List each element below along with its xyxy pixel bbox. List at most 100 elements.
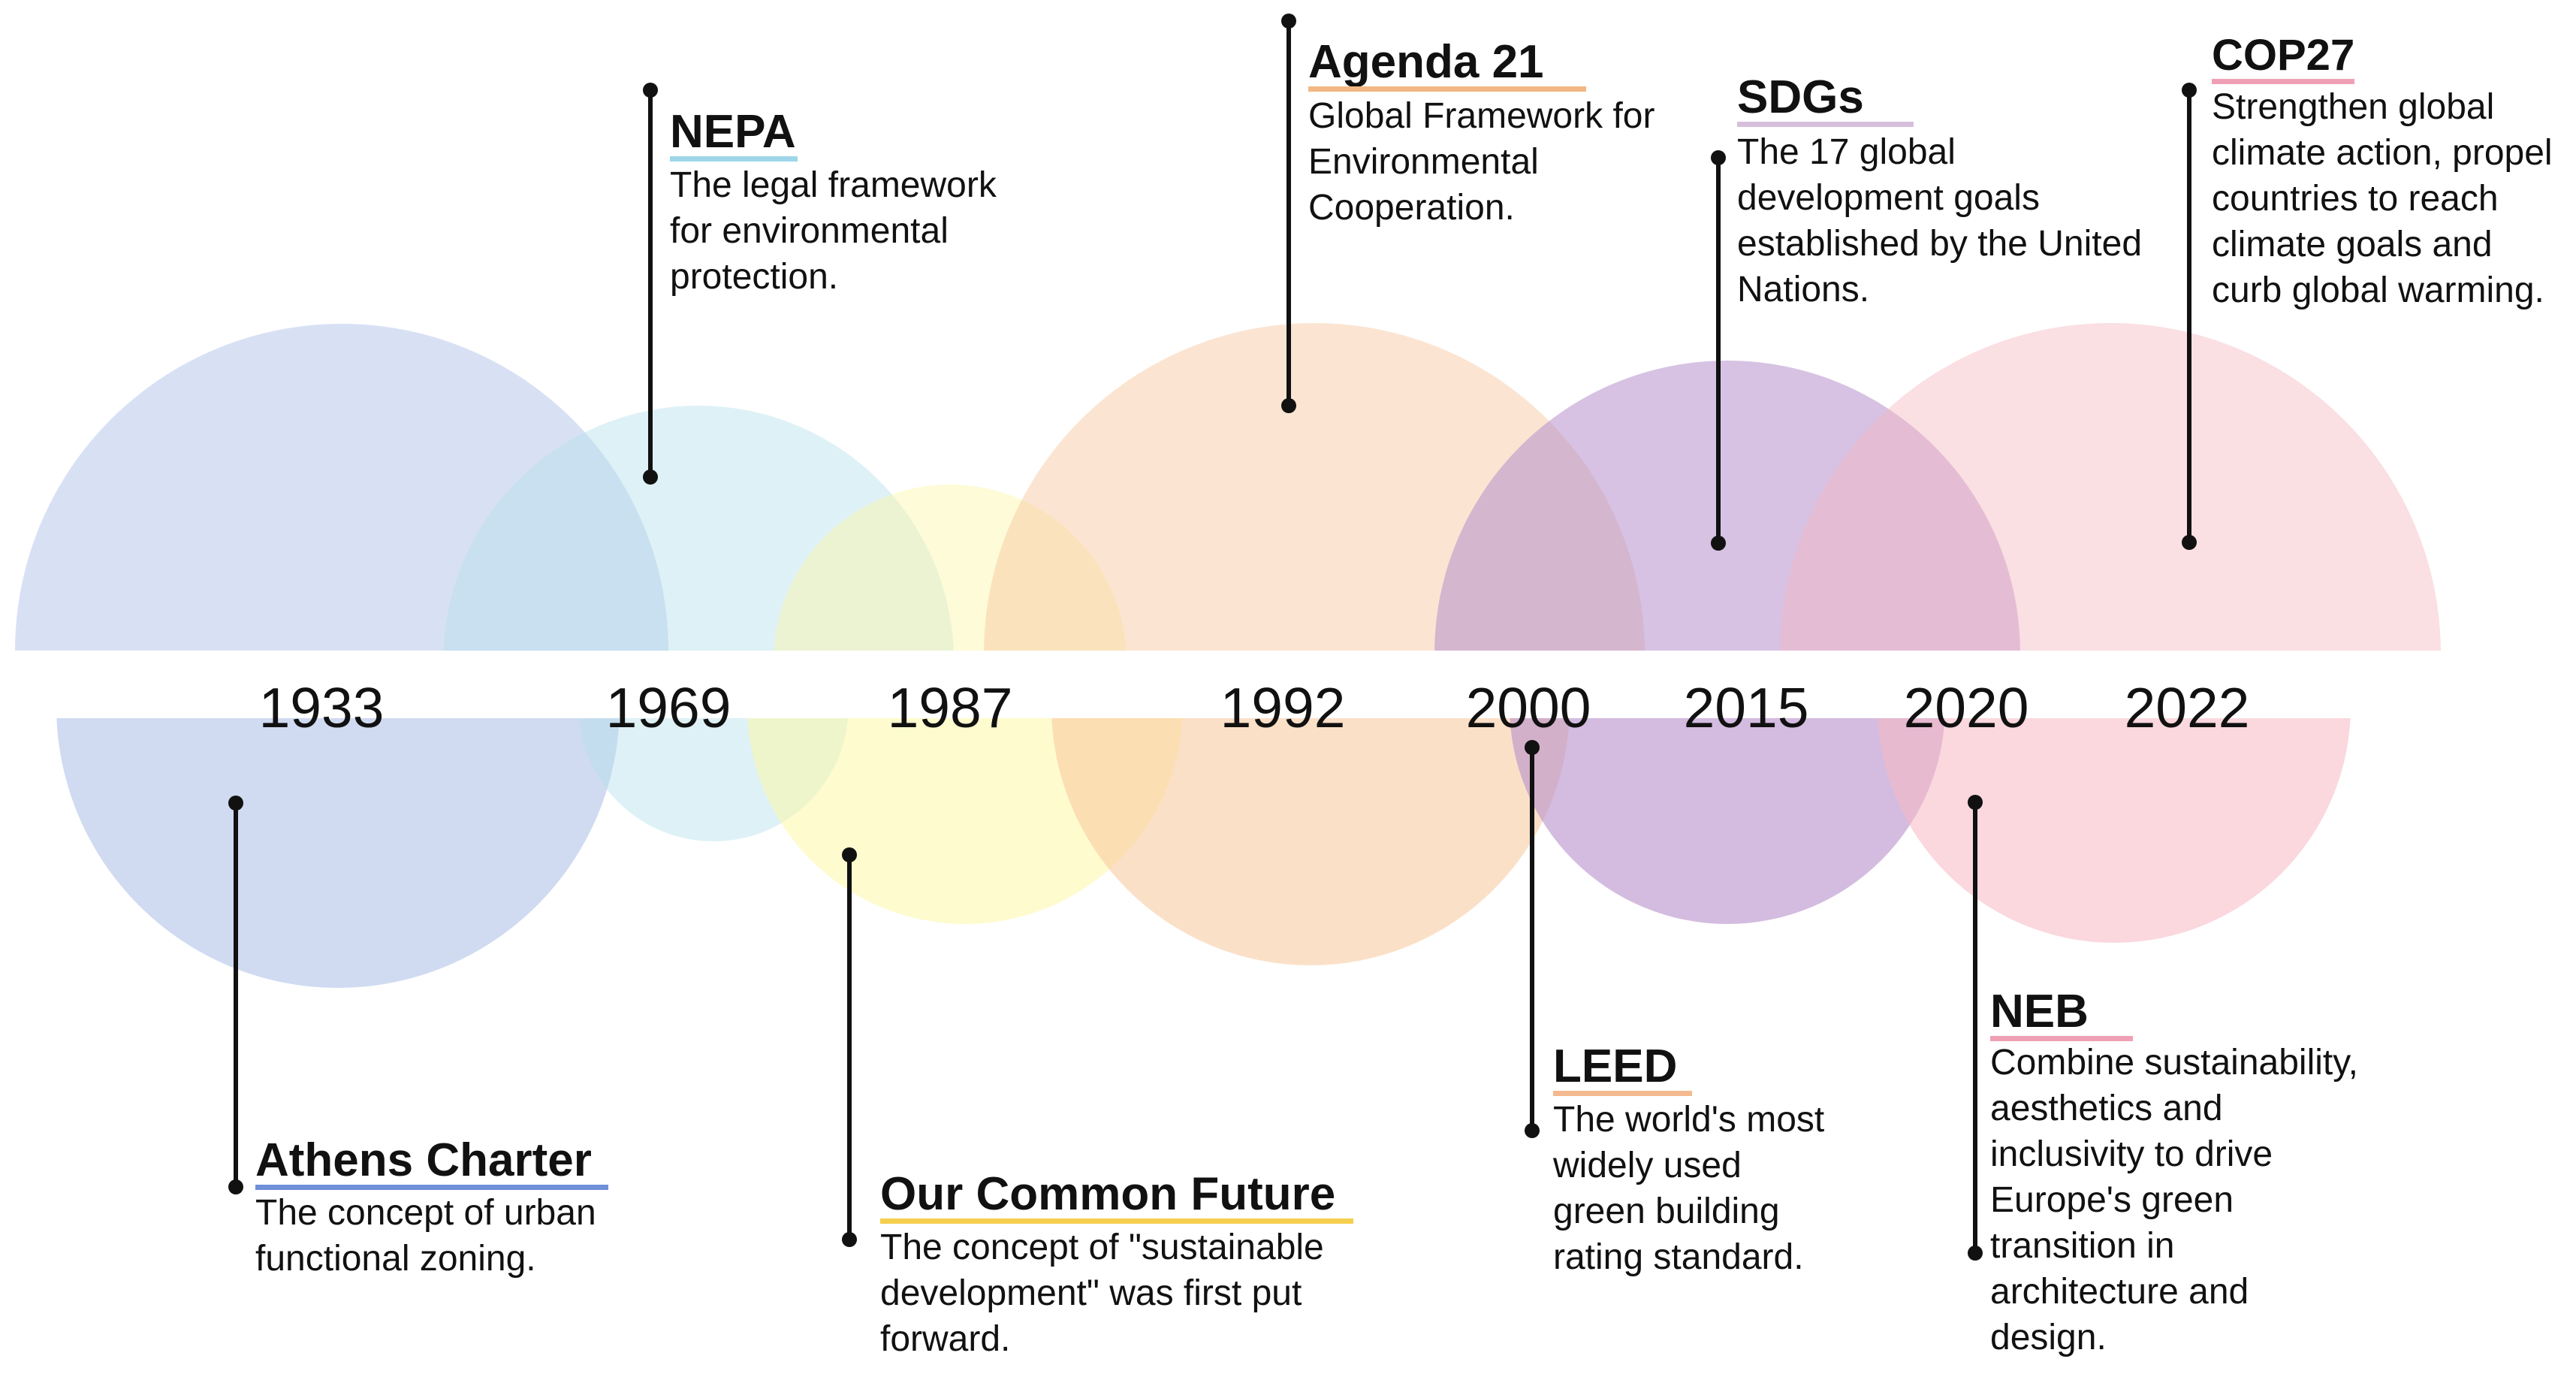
description-line: The 17 global xyxy=(1737,132,1956,172)
description-line: inclusivity to drive xyxy=(1990,1134,2273,1174)
event-title: COP27 xyxy=(2212,31,2354,80)
event-description: Strengthen global climate action, propel c… xyxy=(2212,87,2553,310)
description-line: Combine sustainability, xyxy=(1990,1043,2358,1083)
description-line: climate goals and xyxy=(2212,225,2493,264)
title-underline xyxy=(1553,1091,1692,1096)
event-title: Athens Charter xyxy=(255,1134,592,1186)
circle-upper-1933 xyxy=(15,324,668,651)
year-label-1992: 1992 xyxy=(1220,676,1346,739)
event-neb: NEB Combine sustainability, aesthetics and… xyxy=(1968,795,2358,1357)
event-description: Global Framework for Environmental Coopera… xyxy=(1308,96,1654,228)
description-line: rating standard. xyxy=(1553,1237,1804,1277)
connector-dot xyxy=(1711,150,1726,165)
title-underline xyxy=(255,1185,608,1190)
circle-upper-2022 xyxy=(1780,323,2441,651)
description-line: Global Framework for xyxy=(1308,96,1654,136)
title-underline xyxy=(2212,79,2354,84)
connector-dot xyxy=(842,1232,857,1247)
event-leed: LEED The world's most widely used green bui… xyxy=(1525,740,1824,1277)
description-line: forward. xyxy=(880,1319,1010,1359)
connector-dot xyxy=(1711,536,1726,551)
event-sdgs: SDGs The 17 global development goals establ… xyxy=(1711,71,2142,551)
description-line: established by the United xyxy=(1737,224,2142,264)
event-description: The 17 global development goals establishe… xyxy=(1737,132,2142,310)
description-line: Europe's green xyxy=(1990,1180,2234,1220)
year-label-2020: 2020 xyxy=(1904,676,2029,739)
circle-lower-1933 xyxy=(56,718,620,988)
connector-dot xyxy=(2182,83,2197,98)
connector-dot xyxy=(643,470,658,485)
year-axis: 1933 1969 1987 1992 2000 2015 2020 2022 xyxy=(259,676,2250,739)
description-line: architecture and xyxy=(1990,1272,2249,1312)
title-underline xyxy=(1737,122,1914,127)
circle-lower-2000 xyxy=(1510,718,1945,924)
event-description: The legal framework for environmental prot… xyxy=(670,165,997,297)
description-line: development goals xyxy=(1737,178,2040,218)
event-description: The world's most widely used green buildin… xyxy=(1552,1100,1824,1277)
event-title: Agenda 21 xyxy=(1308,36,1544,88)
event-description: The concept of urban functional zoning. xyxy=(255,1193,596,1279)
event-title: NEB xyxy=(1990,986,2089,1037)
connector-dot xyxy=(643,83,658,98)
description-line: countries to reach xyxy=(2212,179,2499,219)
event-title: Our Common Future xyxy=(880,1168,1335,1220)
year-label-1969: 1969 xyxy=(606,676,731,739)
connector-dot xyxy=(228,1179,243,1194)
description-line: climate action, propel xyxy=(2212,133,2553,173)
description-line: The concept of urban xyxy=(255,1193,596,1233)
connector-dot xyxy=(1968,795,1983,810)
description-line: Cooperation. xyxy=(1308,188,1515,228)
description-line: transition in xyxy=(1990,1226,2174,1266)
year-label-2022: 2022 xyxy=(2125,676,2250,739)
circle-upper-2015 xyxy=(1434,361,2020,651)
description-line: widely used xyxy=(1552,1146,1742,1185)
year-label-2015: 2015 xyxy=(1684,676,1809,739)
connector-dot xyxy=(842,847,857,862)
lower-circles xyxy=(56,718,2351,988)
circle-lower-2020 xyxy=(1878,718,2351,943)
circle-lower-1992 xyxy=(1051,718,1570,965)
description-line: The legal framework xyxy=(670,165,997,205)
event-agenda-21: Agenda 21 Global Framework for Environment… xyxy=(1281,14,1654,413)
event-title: NEPA xyxy=(670,106,796,158)
connector-dot xyxy=(1968,1246,1983,1261)
description-line: aesthetics and xyxy=(1990,1089,2223,1128)
connector-dot xyxy=(228,796,243,811)
event-description: The concept of "sustainable development" … xyxy=(880,1228,1324,1359)
description-line: functional zoning. xyxy=(255,1239,536,1279)
title-underline xyxy=(1308,86,1586,92)
connector-dot xyxy=(1525,740,1540,755)
description-line: for environmental xyxy=(670,211,949,251)
event-description: Combine sustainability, aesthetics and inc… xyxy=(1990,1043,2358,1357)
description-line: curb global warming. xyxy=(2212,270,2544,310)
circle-upper-1987 xyxy=(774,485,1127,651)
description-line: protection. xyxy=(670,257,838,297)
description-line: The concept of "sustainable xyxy=(880,1228,1324,1267)
title-underline xyxy=(880,1218,1353,1224)
description-line: The world's most xyxy=(1553,1100,1824,1140)
year-label-2000: 2000 xyxy=(1466,676,1591,739)
year-label-1987: 1987 xyxy=(888,676,1013,739)
description-line: Environmental xyxy=(1308,142,1539,182)
event-nepa: NEPA The legal framework for environmental… xyxy=(643,83,997,485)
connector-dot xyxy=(1281,14,1296,29)
connector-dot xyxy=(2182,535,2197,550)
upper-circles xyxy=(15,323,2441,651)
title-underline xyxy=(1990,1036,2133,1041)
description-line: design. xyxy=(1990,1318,2107,1357)
event-title: SDGs xyxy=(1737,71,1864,123)
description-line: Strengthen global xyxy=(2212,87,2494,127)
description-line: green building xyxy=(1553,1191,1780,1231)
event-athens-charter: Athens Charter The concept of urban functi… xyxy=(228,796,608,1279)
description-line: Nations. xyxy=(1737,270,1869,310)
connector-dot xyxy=(1281,398,1296,413)
event-cop27: COP27 Strengthen global climate action, pr… xyxy=(2182,31,2553,550)
event-our-common-future: Our Common Future The concept of "sustain… xyxy=(842,847,1353,1359)
connector-dot xyxy=(1525,1123,1540,1138)
title-underline xyxy=(670,156,798,162)
description-line: development" was first put xyxy=(880,1273,1302,1313)
year-label-1933: 1933 xyxy=(259,676,385,739)
event-annotations: Athens Charter The concept of urban functi… xyxy=(228,14,2553,1359)
circle-upper-1969 xyxy=(443,406,954,651)
